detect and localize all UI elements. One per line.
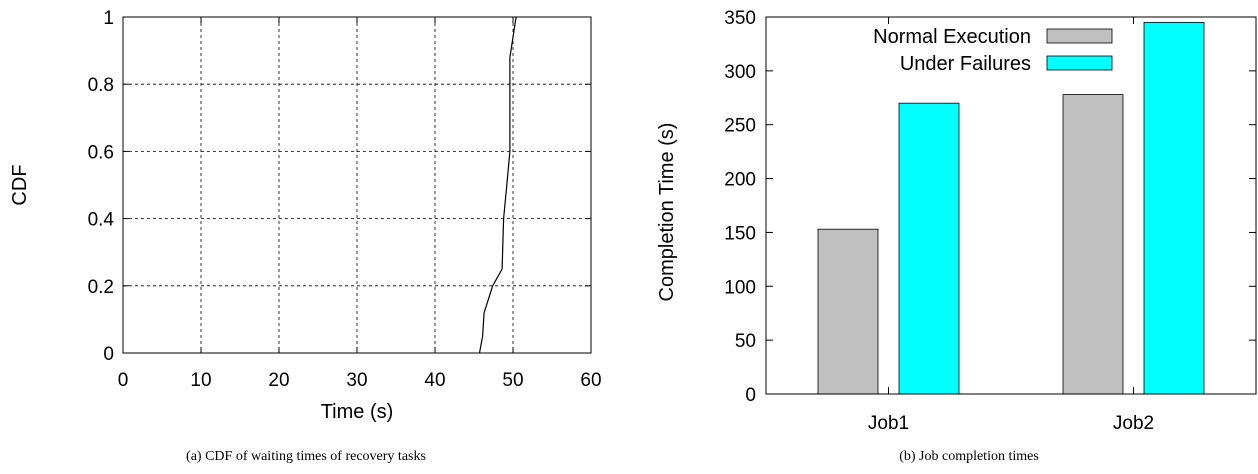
cdf-x-axis-label: Time (s)	[321, 401, 394, 423]
cdf-x-tick-label: 40	[424, 370, 445, 391]
cdf-x-tick-label: 20	[268, 370, 289, 391]
bar-y-tick-label: 300	[724, 62, 756, 83]
cdf-caption: (a) CDF of waiting times of recovery tas…	[186, 449, 426, 464]
bar-caption: (b) Job completion times	[899, 449, 1039, 464]
bar-y-tick-label: 350	[724, 8, 756, 29]
legend-label: Normal Execution	[873, 26, 1031, 48]
cdf-line-group	[478, 16, 517, 354]
bar-y-tick-label: 150	[724, 223, 756, 244]
bar-category-label: Job1	[868, 413, 909, 434]
cdf-chart: 0 10 20 30 40 50 60 0 0.2 0.4 0.6 0.8 1 CDF Time (s)…	[9, 8, 602, 464]
cdf-x-tick-label: 60	[580, 370, 601, 391]
cdf-x-tick-label: 0	[118, 370, 129, 391]
bar-chart: 0 50 100 150 200 250 300 350 Job1 Job2 Normal Exe…	[656, 8, 1257, 464]
cdf-x-tick-label: 30	[346, 370, 367, 391]
bar-plot-frame	[765, 16, 1257, 395]
cdf-x-tick-label: 10	[190, 370, 211, 391]
cdf-plot-frame	[122, 16, 592, 354]
bar-y-tick-label: 100	[724, 277, 756, 298]
cdf-y-tick-label: 1	[103, 8, 114, 29]
bar-y-tick-label: 50	[735, 331, 756, 352]
cdf-grid	[123, 17, 591, 353]
bar-ticks: 0 50 100 150 200 250 300 350 Job1 Job2	[724, 8, 1256, 434]
cdf-y-tick-label: 0.4	[88, 210, 115, 231]
cdf-series-line	[478, 16, 517, 354]
cdf-y-axis-label: CDF	[9, 164, 31, 205]
bar-y-axis-label: Completion Time (s)	[656, 123, 678, 302]
bar-y-tick-label: 200	[724, 170, 756, 191]
legend-swatch	[1046, 28, 1113, 44]
bar-legend: Normal Execution Under Failures	[873, 26, 1113, 75]
cdf-ticks: 0 10 20 30 40 50 60 0 0.2 0.4 0.6 0.8 1	[88, 8, 602, 391]
bar-y-tick-label: 250	[724, 116, 756, 137]
cdf-x-tick-label: 50	[502, 370, 523, 391]
cdf-y-tick-label: 0	[103, 344, 114, 365]
cdf-y-tick-label: 0.8	[88, 75, 114, 96]
bar-job1-normal	[817, 228, 879, 395]
legend-swatch	[1046, 55, 1113, 71]
bar-job2-failures	[1143, 21, 1205, 395]
bar-category-label: Job2	[1113, 413, 1154, 434]
legend-label: Under Failures	[900, 53, 1031, 75]
cdf-y-tick-label: 0.2	[88, 277, 114, 298]
bar-job2-normal	[1062, 94, 1124, 395]
bar-y-tick-label: 0	[745, 385, 756, 406]
bar-job1-failures	[898, 102, 960, 395]
bar-group	[817, 21, 1205, 395]
cdf-y-tick-label: 0.6	[88, 142, 114, 163]
